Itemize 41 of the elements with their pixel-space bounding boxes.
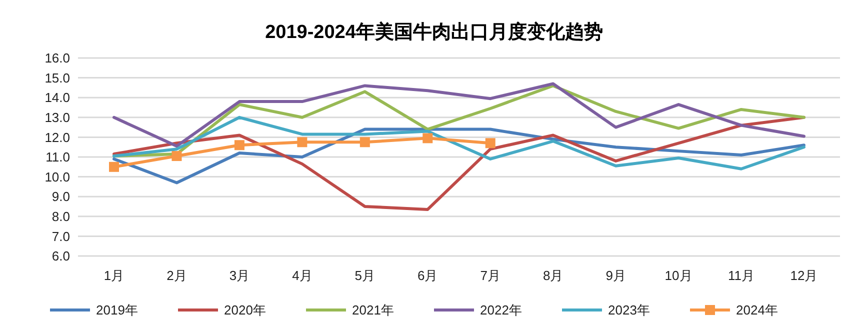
x-tick-label: 6月	[418, 268, 438, 283]
legend-label: 2019年	[96, 302, 138, 318]
point	[109, 162, 119, 172]
line-series	[112, 116, 806, 211]
y-tick-label: 12.0	[44, 130, 70, 145]
point	[360, 137, 370, 148]
point	[422, 133, 433, 144]
y-tick-label: 6.0	[52, 248, 70, 264]
x-tick-label: 10月	[664, 268, 692, 283]
line-series	[112, 116, 806, 170]
point	[234, 140, 244, 150]
y-tick-label: 11.0	[46, 150, 70, 165]
x-tick-label: 8月	[542, 268, 564, 283]
x-tick-label: 7月	[480, 268, 500, 283]
y-tick-label: 16.0	[44, 50, 70, 66]
x-tick-label: 12月	[790, 268, 818, 283]
legend-label: 2020年	[224, 302, 266, 318]
x-tick-label: 5月	[354, 268, 376, 283]
y-tick-label: 7.0	[52, 228, 70, 244]
legend-label: 2021年	[352, 302, 394, 318]
y-tick-label: 14.0	[44, 90, 70, 106]
line-series	[112, 82, 806, 148]
chart-title: 2019-2024年美国牛肉出口月度变化趋势	[265, 21, 603, 43]
y-tick-label: 8.0	[52, 208, 70, 224]
y-tick-label: 10.0	[44, 169, 70, 184]
y-tick-label: 15.0	[44, 70, 70, 86]
x-tick-label: 4月	[292, 268, 312, 283]
x-tick-label: 1月	[104, 268, 124, 283]
x-tick-label: 11月	[728, 268, 755, 283]
y-tick-label: 9.0	[52, 189, 70, 204]
legend-label: 2024年	[736, 302, 778, 318]
x-tick-label: 3月	[229, 268, 250, 283]
x-tick-label: 2月	[166, 268, 187, 283]
line-series	[112, 128, 806, 184]
x-tick-label: 9月	[606, 268, 626, 283]
y-tick-label: 13.0	[44, 110, 70, 125]
point	[172, 151, 182, 162]
point	[297, 137, 308, 148]
point	[485, 138, 496, 148]
legend-label: 2023年	[608, 302, 650, 318]
legend-label: 2022年	[480, 302, 522, 318]
